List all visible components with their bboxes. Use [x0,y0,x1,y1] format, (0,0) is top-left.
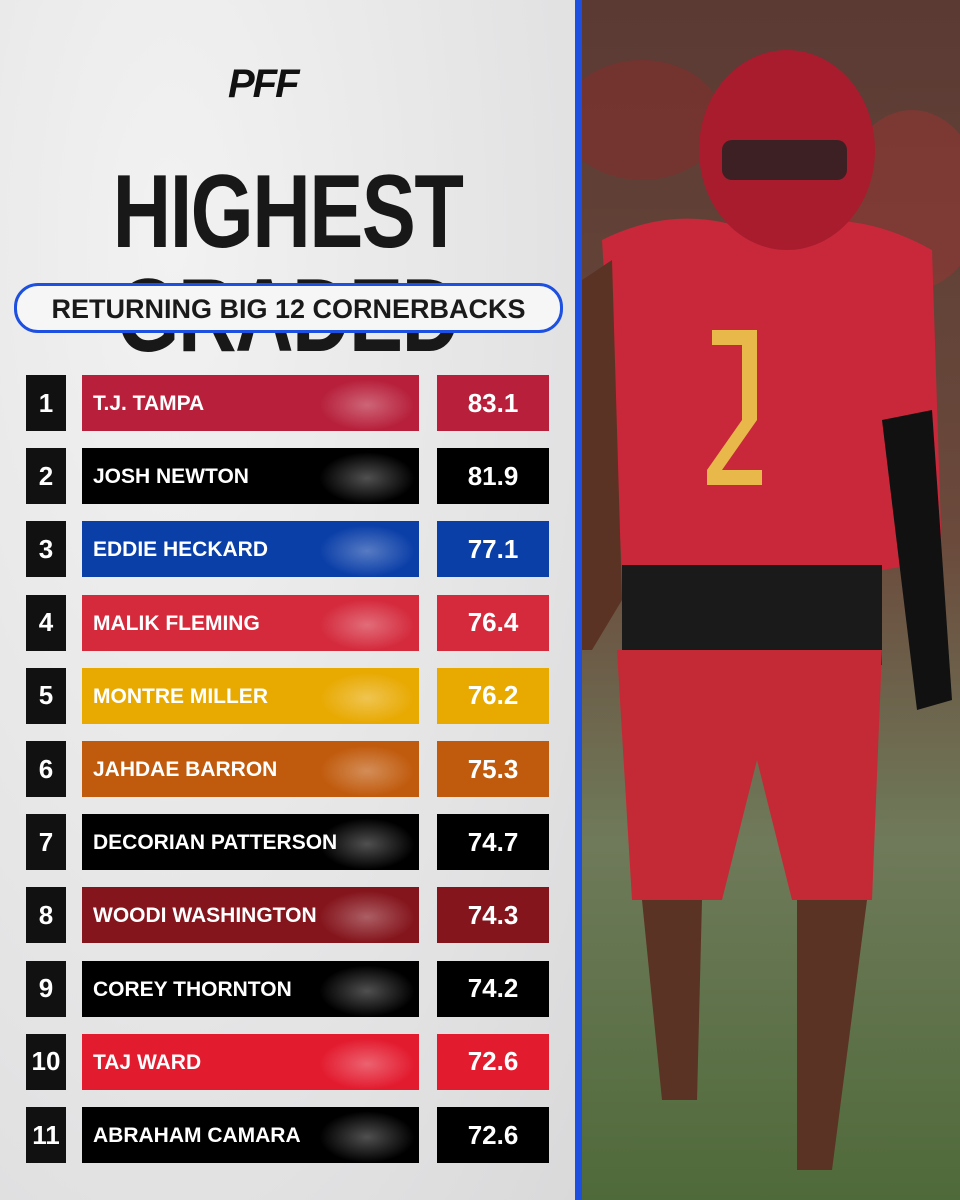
divider [575,0,582,1200]
player-name: MALIK FLEMING [93,611,260,635]
grade: 81.9 [437,448,549,505]
player-name: MONTRE MILLER [93,684,268,708]
name-bar: DECORIAN PATTERSON [82,814,419,871]
rank: 10 [26,1033,66,1090]
grade: 75.3 [437,741,549,797]
team-logo [319,745,415,797]
rank: 3 [26,521,66,578]
ranking-row: 5 MONTRE MILLER 76.2 [0,667,575,724]
rank: 8 [26,887,66,944]
player-name: T.J. TAMPA [93,392,205,415]
jersey-number [707,330,762,485]
team-logo [319,598,415,651]
name-bar: ABRAHAM CAMARA [82,1107,419,1163]
grade: 74.7 [437,814,549,871]
team-logo [319,891,415,944]
name-bar: EDDIE HECKARD [82,521,419,578]
grade: 72.6 [437,1033,549,1090]
jersey [602,218,942,570]
crowd [582,60,722,180]
name-bar: JOSH NEWTON [82,448,419,505]
player-name: TAJ WARD [93,1050,202,1074]
ranking-row: 4 MALIK FLEMING 76.4 [0,594,575,651]
name-bar: WOODI WASHINGTON [82,887,419,944]
arm [582,260,622,650]
grade: 74.3 [437,887,549,944]
ranking-row: 2 JOSH NEWTON 81.9 [0,448,575,505]
team-logo [319,525,415,578]
grade: 72.6 [437,1107,549,1163]
pants [617,650,882,900]
ranking-row: 11 ABRAHAM CAMARA 72.6 [0,1107,575,1163]
name-bar: COREY THORNTON [82,960,419,1017]
team-logo [319,1037,415,1090]
facemask [722,140,847,180]
grade: 77.1 [437,521,549,578]
grade: 76.2 [437,667,549,724]
rank: 9 [26,960,66,1017]
rank: 2 [26,448,66,505]
rank: 11 [26,1107,66,1163]
team-logo [319,964,415,1017]
grade: 76.4 [437,594,549,651]
player-name: JOSH NEWTON [93,465,249,489]
rank: 1 [26,375,66,431]
player-name: EDDIE HECKARD [93,538,269,562]
team-logo [319,379,415,431]
team-logo [319,818,415,871]
player-name: ABRAHAM CAMARA [93,1124,301,1147]
name-bar: TAJ WARD [82,1033,419,1090]
grade: 83.1 [437,375,549,431]
ranking-row: 7 DECORIAN PATTERSON 74.7 [0,814,575,871]
shirt [622,565,882,665]
rank: 6 [26,741,66,797]
player-photo [582,0,960,1200]
sleeve [882,410,952,710]
rank: 5 [26,667,66,724]
team-logo [319,671,415,724]
ranking-row: 10 TAJ WARD 72.6 [0,1033,575,1090]
legs [642,900,867,1170]
team-logo [319,1111,415,1163]
name-bar: MONTRE MILLER [82,667,419,724]
brand-logo: PFF [228,62,300,106]
grade: 74.2 [437,960,549,1017]
team-logo [319,452,415,505]
player-name: WOODI WASHINGTON [93,904,317,928]
player-name: JAHDAE BARRON [93,758,278,781]
ranking-row: 1 T.J. TAMPA 83.1 [0,375,575,431]
player-name: COREY THORNTON [93,977,292,1001]
title: HIGHEST GRADED [112,154,464,368]
ranking-row: 6 JAHDAE BARRON 75.3 [0,741,575,797]
name-bar: MALIK FLEMING [82,594,419,651]
ranking-row: 8 WOODI WASHINGTON 74.3 [0,887,575,944]
name-bar: JAHDAE BARRON [82,741,419,797]
player-name: DECORIAN PATTERSON [93,831,338,855]
name-bar: T.J. TAMPA [82,375,419,431]
ranking-row: 9 COREY THORNTON 74.2 [0,960,575,1017]
ranking-row: 3 EDDIE HECKARD 77.1 [0,521,575,578]
subtitle: RETURNING BIG 12 CORNERBACKS [51,294,526,324]
rank: 7 [26,814,66,871]
rank: 4 [26,594,66,651]
list-panel: PFF HIGHEST GRADED RETURNING BIG 12 CORN… [0,0,575,1200]
subtitle-pill: RETURNING BIG 12 CORNERBACKS [14,283,563,333]
